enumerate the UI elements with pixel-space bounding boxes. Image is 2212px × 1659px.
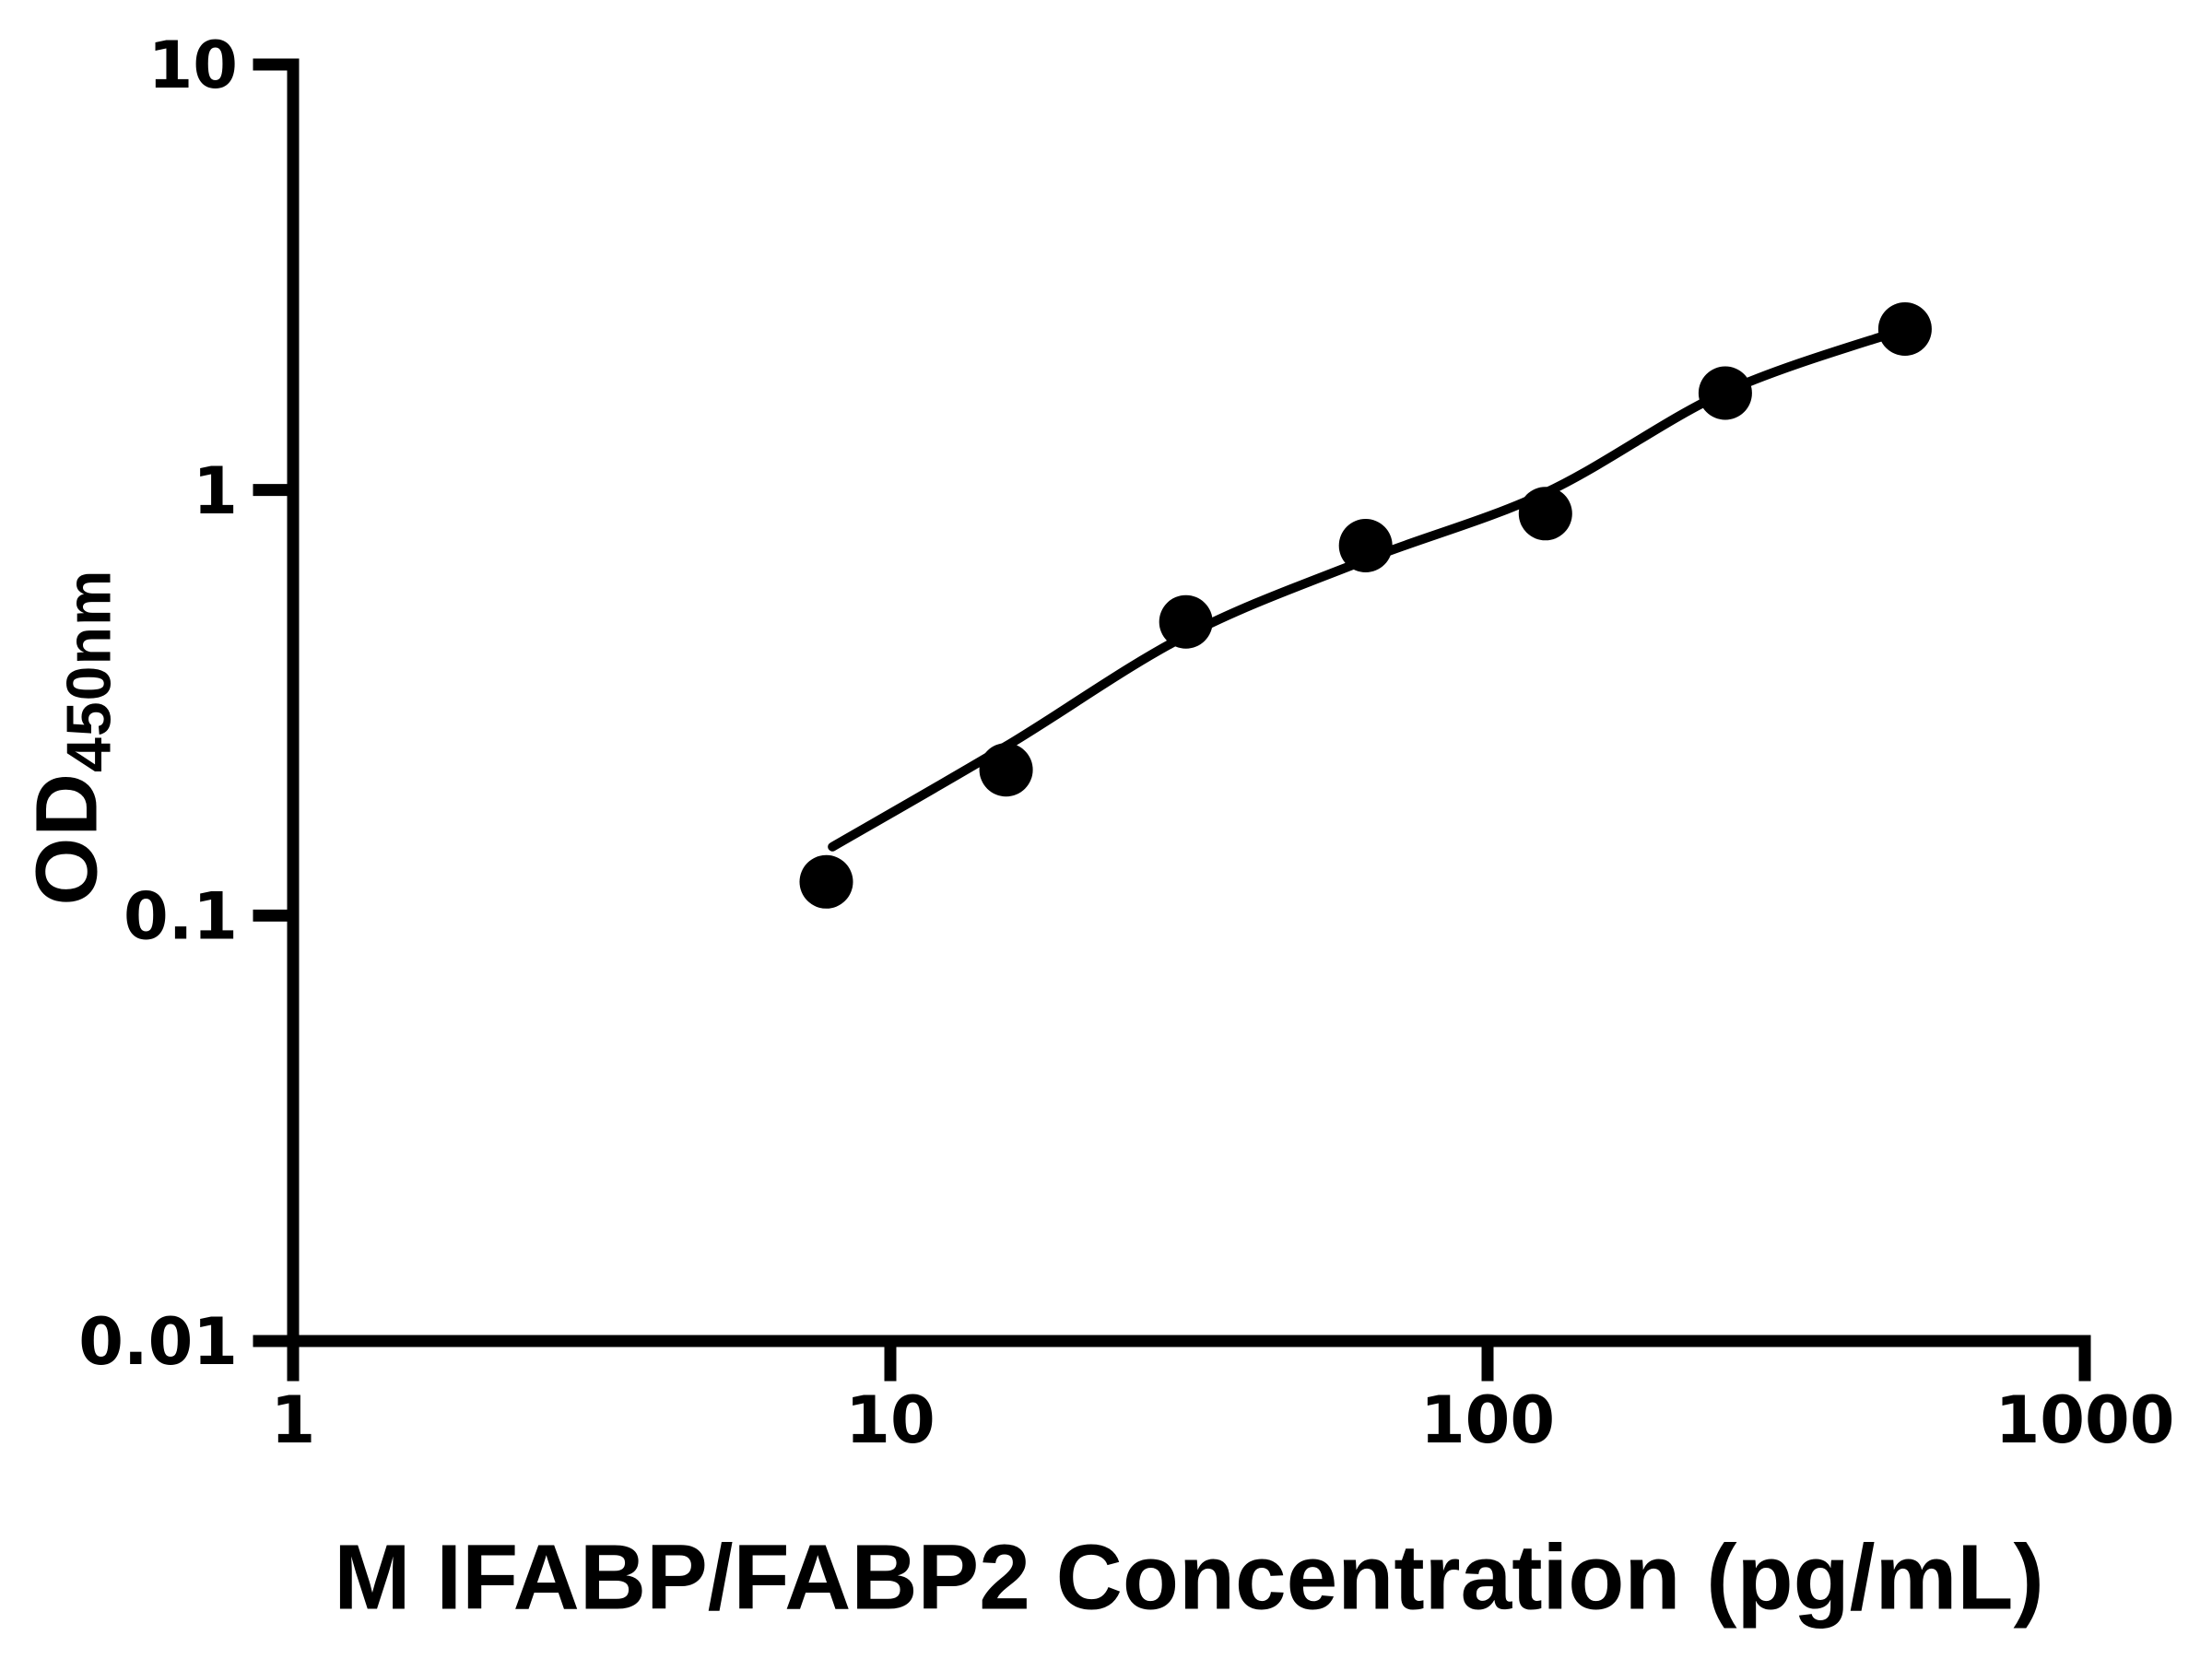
data-point-2 [979, 743, 1033, 797]
y-axis-title: OD450nm [18, 569, 124, 906]
y-axis-title-main: OD [18, 771, 116, 906]
y-tick-label-0.1: 0.1 [124, 879, 238, 955]
data-point-6 [1698, 366, 1752, 420]
y-tick-label-1: 1 [193, 453, 238, 529]
x-tick-label-1000: 1000 [1995, 1382, 2175, 1458]
x-tick-label-10: 10 [845, 1382, 935, 1458]
data-point-4 [1338, 519, 1393, 572]
y-axis-title-subscript: 450nm [53, 569, 124, 772]
x-tick-label-1: 1 [271, 1382, 316, 1458]
data-point-1 [799, 854, 853, 909]
x-tick-label-100: 100 [1420, 1382, 1555, 1458]
y-tick-label-10: 10 [148, 28, 238, 103]
data-point-5 [1518, 487, 1572, 541]
data-point-7 [1877, 302, 1932, 356]
y-tick-label-0.01: 0.01 [78, 1304, 238, 1380]
x-axis-title: M IFABP/FABP2 Concentration (pg/mL) [334, 1525, 2044, 1630]
data-point-3 [1159, 594, 1213, 649]
